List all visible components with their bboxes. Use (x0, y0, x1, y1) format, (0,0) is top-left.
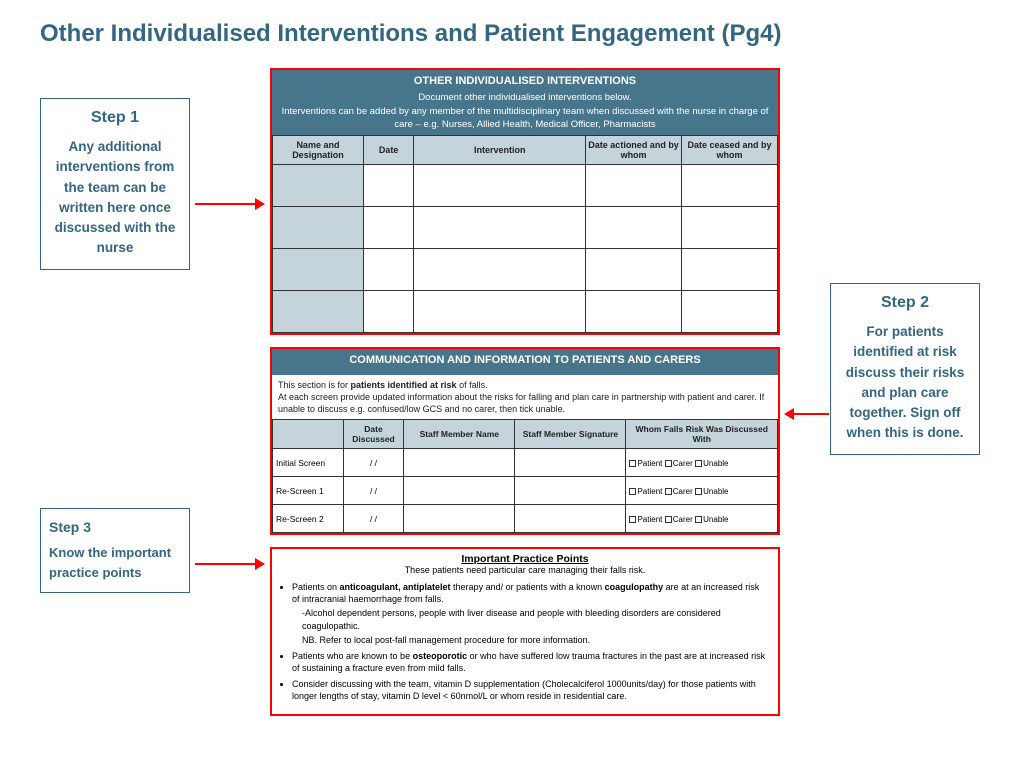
section1-title: OTHER INDIVIDUALISED INTERVENTIONS (278, 74, 772, 89)
list-item: Patients who are known to be osteoporoti… (292, 650, 768, 674)
table-row (273, 249, 778, 291)
table-row: Re-Screen 2 / / Patient Carer Unable (273, 505, 778, 533)
section2-header: COMMUNICATION AND INFORMATION TO PATIENT… (272, 349, 778, 374)
col-blank (273, 420, 344, 449)
list-item: Patients on anticoagulant, antiplatelet … (292, 581, 768, 646)
step2-body: For patients identified at risk discuss … (839, 322, 971, 444)
step1-box: Step 1 Any additional interventions from… (40, 98, 190, 270)
arrow-step2 (784, 408, 829, 420)
col-staff-name: Staff Member Name (404, 420, 515, 449)
step1-body: Any additional interventions from the te… (49, 137, 181, 259)
section-communication: COMMUNICATION AND INFORMATION TO PATIENT… (270, 347, 780, 535)
col-ceased: Date ceased and by whom (682, 136, 778, 165)
step2-title: Step 2 (839, 294, 971, 312)
interventions-table: Name and Designation Date Intervention D… (272, 135, 778, 333)
section2-title: COMMUNICATION AND INFORMATION TO PATIENT… (278, 353, 772, 368)
step3-body: Know the important practice points (49, 543, 181, 582)
arrow-step1 (195, 198, 265, 210)
practice-sub: These patients need particular care mana… (272, 565, 778, 579)
col-intervention: Intervention (414, 136, 586, 165)
section-practice-points: Important Practice Points These patients… (270, 547, 780, 716)
col-name: Name and Designation (273, 136, 364, 165)
list-item: Consider discussing with the team, vitam… (292, 678, 768, 702)
section1-header: OTHER INDIVIDUALISED INTERVENTIONS Docum… (272, 70, 778, 135)
practice-title: Important Practice Points (272, 549, 778, 565)
arrow-step3 (195, 558, 265, 570)
checkbox-cell: Patient Carer Unable (626, 505, 778, 533)
step1-title: Step 1 (49, 109, 181, 127)
col-date: Date (363, 136, 414, 165)
table-row: Initial Screen / / Patient Carer Unable (273, 449, 778, 477)
practice-list: Patients on anticoagulant, antiplatelet … (272, 579, 778, 714)
step3-title: Step 3 (49, 519, 181, 535)
col-date-disc: Date Discussed (343, 420, 404, 449)
table-row (273, 207, 778, 249)
communication-table: Date Discussed Staff Member Name Staff M… (272, 419, 778, 533)
forms-column: OTHER INDIVIDUALISED INTERVENTIONS Docum… (270, 68, 780, 728)
page-title: Other Individualised Interventions and P… (30, 20, 994, 48)
col-staff-sig: Staff Member Signature (515, 420, 626, 449)
checkbox-cell: Patient Carer Unable (626, 449, 778, 477)
step2-box: Step 2 For patients identified at risk d… (830, 283, 980, 455)
section1-sub2: Interventions can be added by any member… (278, 105, 772, 132)
section2-note: This section is for patients identified … (272, 375, 778, 419)
section-interventions: OTHER INDIVIDUALISED INTERVENTIONS Docum… (270, 68, 780, 335)
col-actioned: Date actioned and by whom (586, 136, 682, 165)
table-row (273, 291, 778, 333)
section1-sub1: Document other individualised interventi… (278, 91, 772, 104)
table-row (273, 165, 778, 207)
checkbox-cell: Patient Carer Unable (626, 477, 778, 505)
col-whom: Whom Falls Risk Was Discussed With (626, 420, 778, 449)
table-row: Re-Screen 1 / / Patient Carer Unable (273, 477, 778, 505)
step3-box: Step 3 Know the important practice point… (40, 508, 190, 593)
